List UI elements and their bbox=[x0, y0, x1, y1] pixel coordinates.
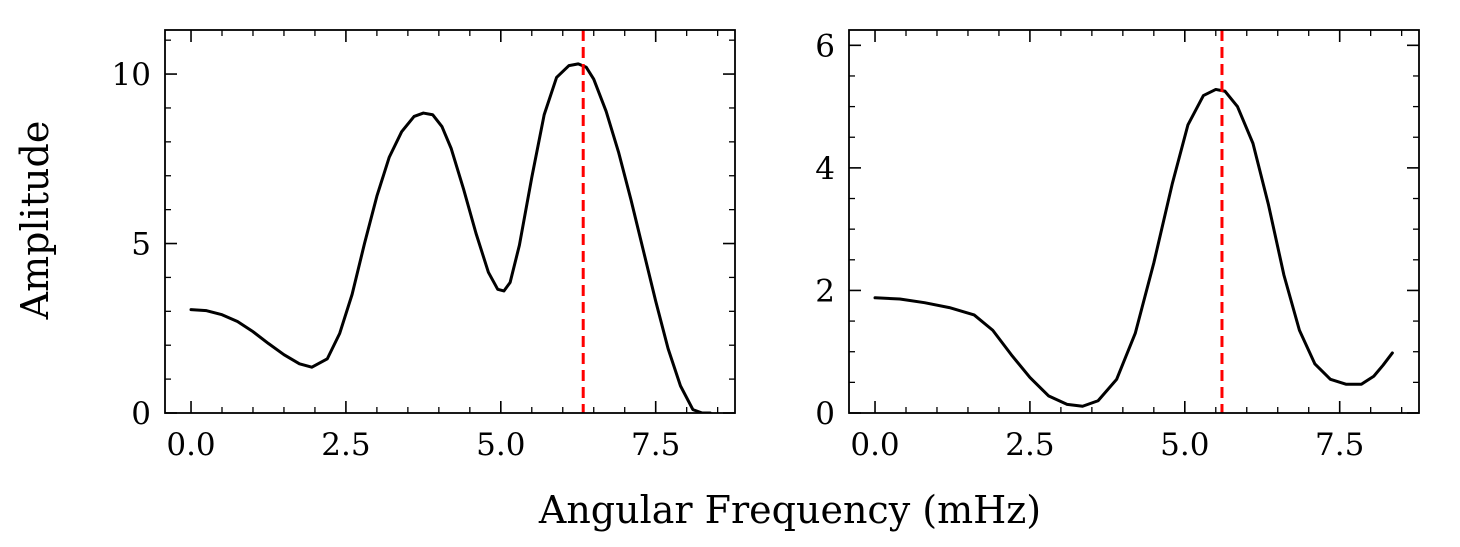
plot-frame bbox=[848, 29, 1420, 414]
y-tick-label: 5 bbox=[131, 227, 151, 263]
y-tick-label: 4 bbox=[815, 151, 835, 187]
y-axis-label: Amplitude bbox=[13, 121, 57, 321]
x-tick-label: 5.0 bbox=[476, 427, 525, 463]
series-line bbox=[873, 87, 1394, 408]
series-line bbox=[189, 62, 712, 413]
x-tick-label: 0.0 bbox=[166, 427, 215, 463]
left-panel: 0.0 2.5 5.0 7.5 0 5 10 bbox=[112, 29, 736, 463]
right-panel: 0.0 2.5 5.0 7.5 0 2 4 6 bbox=[815, 28, 1420, 463]
x-tick-label: 2.5 bbox=[321, 427, 370, 463]
y-tick-label: 2 bbox=[815, 273, 835, 309]
y-tick-label: 0 bbox=[815, 396, 835, 432]
y-tick-label: 0 bbox=[131, 396, 151, 432]
x-tick-label: 7.5 bbox=[631, 427, 680, 463]
x-tick-label: 5.0 bbox=[1160, 427, 1209, 463]
x-tick-label: 7.5 bbox=[1315, 427, 1364, 463]
x-tick-label: 2.5 bbox=[1005, 427, 1054, 463]
plot-frame bbox=[164, 29, 736, 414]
y-tick-label: 6 bbox=[815, 28, 835, 64]
x-axis-label: Angular Frequency (mHz) bbox=[538, 488, 1041, 532]
x-tick-label: 0.0 bbox=[850, 427, 899, 463]
y-tick-label: 10 bbox=[112, 57, 151, 93]
